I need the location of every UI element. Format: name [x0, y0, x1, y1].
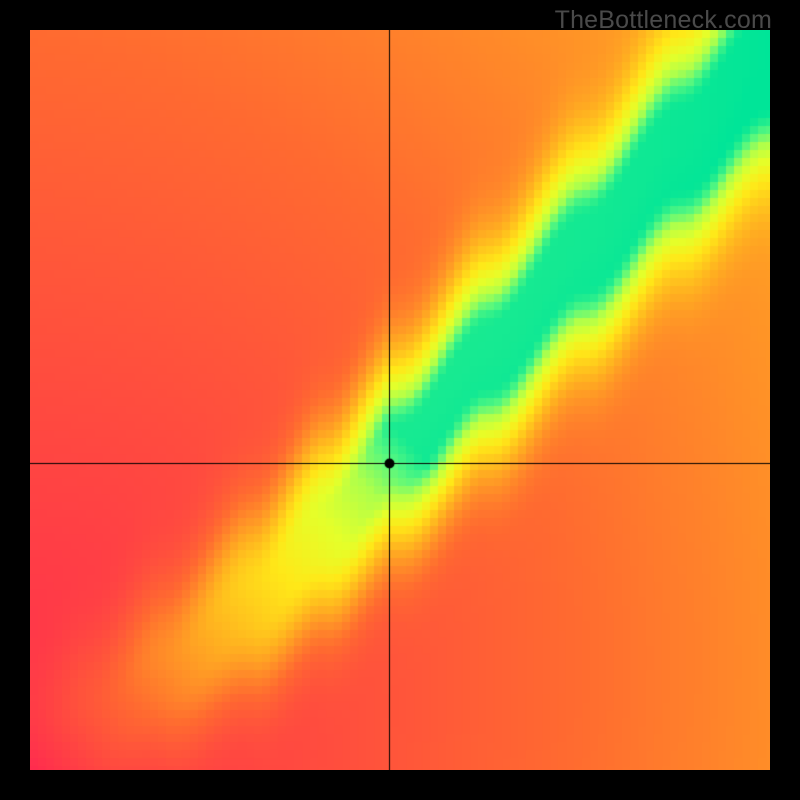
plot-area	[30, 30, 770, 770]
chart-container: TheBottleneck.com	[0, 0, 800, 800]
watermark-text: TheBottleneck.com	[555, 6, 772, 35]
heatmap-canvas	[30, 30, 770, 770]
